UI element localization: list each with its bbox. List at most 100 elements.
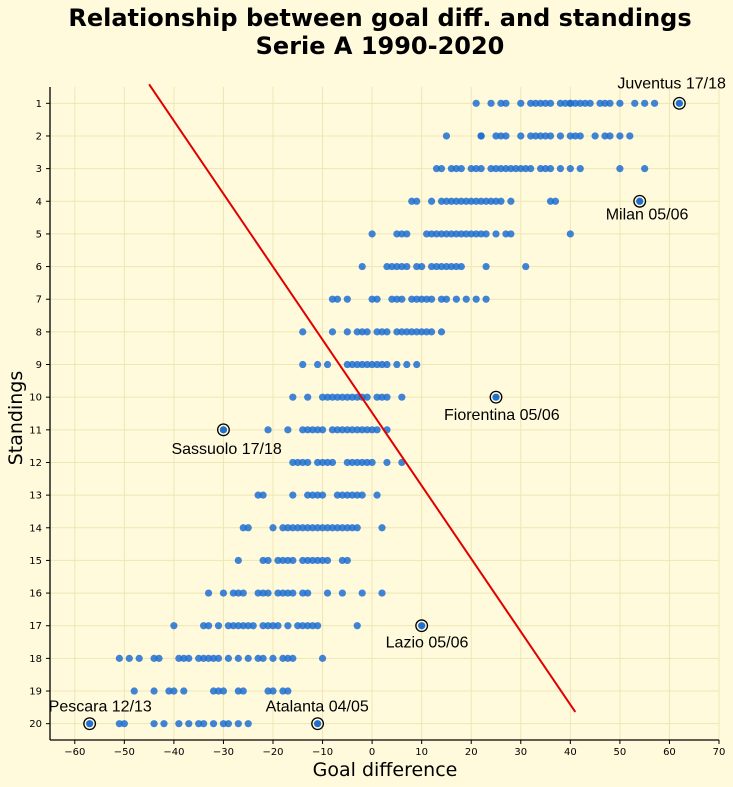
data-point — [284, 654, 292, 662]
data-point — [363, 328, 371, 336]
annotations: Juventus 17/18 Milan 05/06 Fiorentina 05/0… — [49, 75, 726, 731]
data-point — [427, 328, 436, 336]
data-point — [507, 230, 515, 238]
data-point — [363, 393, 371, 401]
highlighted-point — [219, 426, 228, 434]
data-point — [408, 328, 416, 336]
data-point — [239, 622, 247, 630]
data-point — [606, 132, 614, 140]
data-point — [546, 132, 555, 140]
data-point — [432, 165, 441, 173]
data-point — [309, 556, 317, 565]
data-point — [338, 491, 346, 499]
y-tick-label: 13 — [29, 491, 42, 502]
data-point — [289, 524, 297, 532]
data-point — [571, 132, 579, 140]
data-point — [209, 687, 218, 695]
data-point — [467, 197, 475, 205]
y-tick-label: 11 — [29, 425, 42, 436]
data-point — [447, 230, 455, 238]
data-point — [353, 491, 361, 499]
data-point — [209, 654, 218, 662]
data-point — [472, 295, 480, 303]
data-point — [502, 165, 510, 173]
data-point — [373, 360, 381, 369]
data-point — [437, 262, 446, 271]
data-point — [566, 99, 574, 107]
data-point — [284, 589, 292, 597]
data-point — [343, 393, 351, 401]
data-point — [323, 393, 332, 401]
data-point — [343, 524, 351, 532]
data-point — [338, 589, 346, 597]
data-point — [383, 458, 391, 467]
data-point — [259, 654, 267, 662]
data-point — [289, 654, 297, 662]
data-point — [378, 524, 386, 532]
data-point — [239, 589, 247, 597]
data-point — [239, 524, 247, 532]
data-point — [462, 230, 470, 238]
data-point — [482, 230, 490, 238]
data-point — [373, 328, 381, 336]
data-point — [462, 295, 470, 303]
data-point — [318, 393, 327, 401]
data-point — [259, 589, 267, 597]
data-point — [333, 491, 342, 499]
data-point — [576, 99, 584, 107]
x-tick-label: −10 — [312, 747, 333, 758]
data-point — [368, 426, 376, 434]
data-point — [328, 524, 337, 532]
data-point — [269, 622, 277, 630]
data-point — [487, 99, 495, 107]
data-point — [576, 132, 584, 140]
data-point — [502, 230, 510, 238]
data-point — [378, 393, 386, 401]
data-point — [204, 654, 213, 662]
data-point — [195, 654, 203, 662]
data-point — [120, 720, 128, 728]
data-point — [343, 360, 351, 369]
data-point — [487, 197, 495, 205]
data-point — [150, 687, 158, 695]
data-point — [348, 393, 356, 401]
data-point — [403, 328, 411, 336]
data-point — [328, 458, 337, 467]
data-point — [497, 99, 505, 107]
data-point — [185, 720, 193, 728]
data-point — [304, 393, 312, 401]
data-point — [244, 720, 252, 728]
data-point — [279, 687, 287, 695]
data-point — [115, 654, 123, 662]
y-tick-label: 18 — [29, 654, 42, 665]
data-point — [353, 622, 361, 630]
data-point — [541, 99, 550, 107]
data-point — [492, 230, 500, 238]
data-point — [289, 589, 297, 597]
data-point — [284, 622, 292, 630]
data-point — [289, 458, 297, 467]
data-point — [556, 132, 565, 140]
x-tick-label: 20 — [465, 747, 478, 758]
data-point — [204, 589, 213, 597]
x-tick-label: 50 — [614, 747, 627, 758]
data-point — [249, 622, 257, 630]
annotation-label: Milan 05/06 — [606, 206, 689, 223]
data-point — [343, 328, 351, 336]
data-point — [368, 230, 376, 238]
data-point — [130, 687, 138, 695]
data-point — [393, 230, 401, 238]
data-point — [289, 393, 297, 401]
data-point — [333, 295, 342, 303]
data-point — [209, 720, 218, 728]
y-tick-label: 19 — [29, 687, 42, 698]
data-point — [304, 622, 312, 630]
data-point — [309, 524, 317, 532]
x-tick-label: 60 — [663, 747, 676, 758]
data-point — [566, 165, 574, 173]
x-tick-label: 0 — [369, 747, 375, 758]
data-point — [373, 295, 381, 303]
data-point — [175, 654, 183, 662]
data-point — [641, 99, 649, 107]
data-point — [200, 720, 208, 728]
